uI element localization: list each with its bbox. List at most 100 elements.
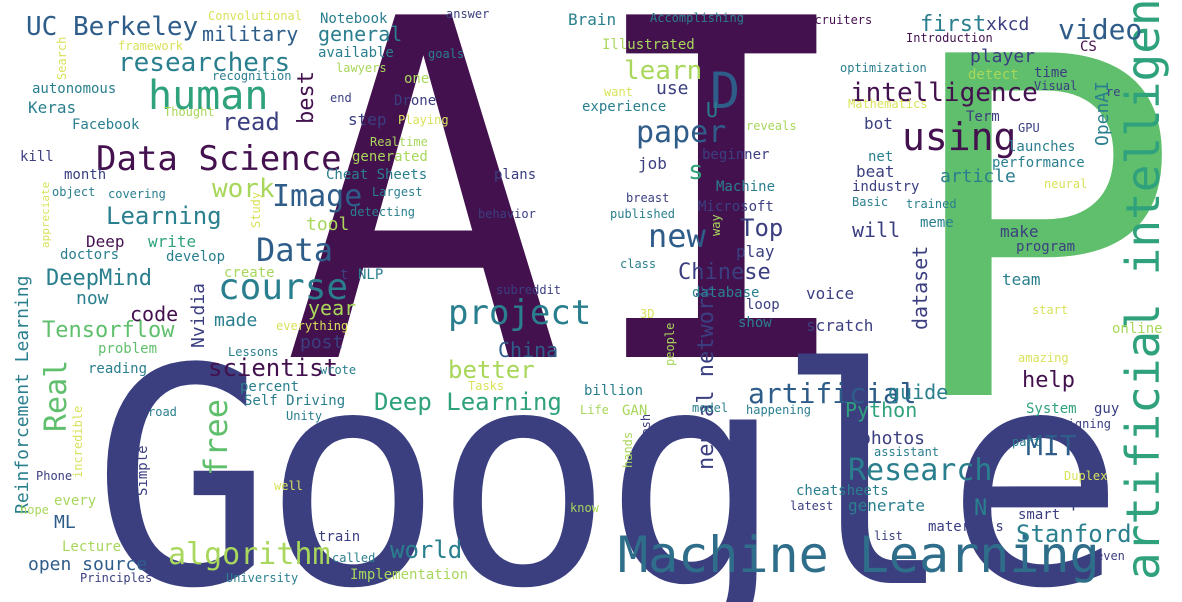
- word-end: end: [330, 91, 352, 105]
- word-recruiters: recruiters: [800, 13, 873, 27]
- word-learn: learn: [624, 56, 703, 86]
- word-develop: develop: [166, 249, 226, 265]
- word-hope: hope: [20, 503, 49, 517]
- word-use: use: [656, 78, 689, 99]
- word-amazing: amazing: [1018, 351, 1069, 365]
- word-ai-i: I: [580, 0, 863, 468]
- word-answer: answer: [446, 7, 490, 21]
- word-called: called: [332, 551, 376, 565]
- word-image: Image: [272, 179, 363, 214]
- word-assistant: assistant: [874, 445, 940, 459]
- word-visual: Visual: [1034, 79, 1078, 93]
- word-road: road: [148, 405, 177, 419]
- word-incredible: incredible: [71, 405, 85, 478]
- word-show: show: [738, 315, 772, 331]
- word-top: Top: [740, 214, 784, 242]
- word-year: year: [308, 296, 357, 320]
- word-principles: Principles: [80, 571, 153, 585]
- word-playing: Playing: [398, 113, 449, 127]
- word-billion: billion: [584, 383, 644, 399]
- word-python: Python: [845, 398, 918, 422]
- word-people: people: [663, 322, 677, 366]
- word-self-driving: Self Driving: [244, 393, 346, 409]
- word-intelligence: intelligence: [850, 78, 1038, 108]
- word-s: s: [688, 156, 704, 186]
- word-every: every: [54, 493, 97, 509]
- word-basic: Basic: [852, 195, 889, 209]
- word-bot: bot: [864, 114, 893, 133]
- word-crash: Crash: [639, 413, 653, 450]
- word-will: will: [852, 218, 901, 242]
- word-nvidia: Nvidia: [188, 282, 209, 348]
- word-happening: happening: [746, 403, 812, 417]
- word-implementation: Implementation: [350, 567, 469, 583]
- word-deep: Deep: [86, 232, 125, 251]
- word-illustrated: Illustrated: [602, 37, 695, 53]
- word-researchers: researchers: [118, 48, 291, 78]
- word-experience: experience: [582, 99, 667, 115]
- word-general: general: [318, 22, 403, 46]
- word-map: map: [1052, 492, 1081, 511]
- word-beginner: beginner: [702, 147, 770, 163]
- word-simple: Simple: [135, 445, 151, 496]
- word-made: made: [214, 310, 258, 331]
- word-photos: photos: [860, 428, 926, 449]
- word-realtime: Realtime: [370, 135, 428, 149]
- word-make: make: [1000, 222, 1039, 241]
- word-problem: problem: [98, 341, 158, 357]
- word-even: even: [1096, 549, 1125, 563]
- word-well: well: [274, 479, 303, 493]
- word-voice: voice: [806, 284, 855, 303]
- word-ai-a: A: [282, 0, 565, 468]
- word-t: t: [340, 267, 349, 283]
- word-designing: designing: [1046, 417, 1112, 431]
- word-system: System: [1026, 401, 1077, 417]
- word-post: post: [300, 332, 344, 353]
- word-xkcd: xkcd: [986, 14, 1030, 35]
- word-deep-learning: Deep Learning: [374, 388, 562, 416]
- word-microsoft: Microsoft: [698, 199, 774, 215]
- word-open-source: open source: [28, 554, 148, 575]
- word-want: want: [604, 85, 633, 99]
- word-lessons: Lessons: [228, 345, 279, 359]
- word-chinese: Chinese: [678, 260, 771, 285]
- word-dataset: dataset: [908, 245, 932, 330]
- word-tasks: Tasks: [468, 379, 505, 393]
- word-u: U: [706, 98, 719, 122]
- word-learning: Learning: [106, 202, 222, 230]
- word-wrote: wrote: [320, 363, 357, 377]
- word-object: object: [52, 185, 96, 199]
- word-reading: reading: [88, 361, 148, 377]
- word-team: team: [1002, 270, 1041, 289]
- word-now: now: [76, 288, 109, 309]
- word-loop: loop: [746, 297, 780, 313]
- word-smart: smart: [1018, 507, 1061, 523]
- word-autonomous: autonomous: [32, 81, 117, 97]
- word-class: class: [620, 257, 657, 271]
- word-article: article: [940, 166, 1016, 187]
- word-launches: launches: [1008, 139, 1076, 155]
- word-research: Research: [848, 453, 993, 488]
- word-real: Real: [39, 359, 74, 432]
- word-step: step: [348, 110, 387, 129]
- word-code: code: [130, 302, 179, 326]
- word-available: available: [318, 45, 394, 61]
- word-create: create: [224, 265, 275, 281]
- word-accomplishing: Accomplishing: [650, 11, 744, 25]
- word-month: month: [64, 167, 107, 183]
- word-drone: Drone: [394, 93, 437, 109]
- word-life: Life: [580, 403, 609, 417]
- word-everything: everything: [276, 319, 349, 333]
- word-neural-network: neural network: [694, 284, 719, 470]
- word-new: new: [648, 217, 706, 255]
- word-play: play: [736, 242, 775, 261]
- word-mathematics: Mathematics: [848, 97, 928, 111]
- word-machine: Machine: [716, 179, 776, 195]
- word-performance: performance: [992, 155, 1085, 171]
- word-model: model: [692, 401, 729, 415]
- word-scientist: scientist: [208, 354, 339, 382]
- word-algorithm: algorithm: [168, 537, 331, 572]
- word-meme: meme: [920, 215, 954, 231]
- word-cheat-sheets: Cheat Sheets: [326, 167, 428, 183]
